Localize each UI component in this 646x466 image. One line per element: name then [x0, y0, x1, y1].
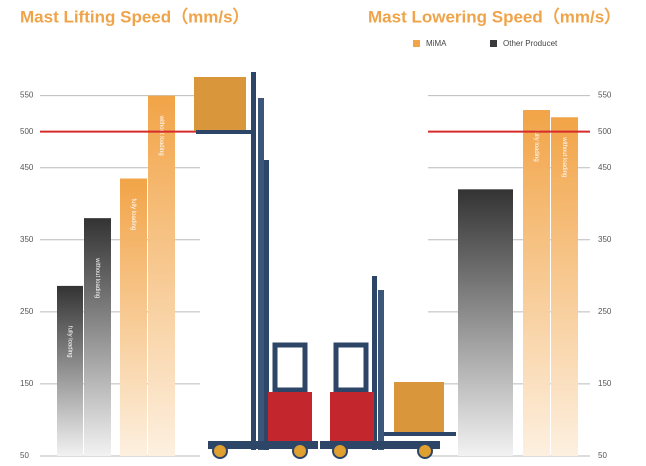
- y-tick-label: 350: [598, 235, 612, 244]
- bar-label: fully loading: [66, 326, 72, 358]
- y-tick-label: 250: [20, 307, 34, 316]
- bar: [523, 110, 550, 457]
- bar: [57, 285, 83, 456]
- forklift-left: [194, 72, 318, 459]
- bar-label: fully loading: [533, 130, 539, 162]
- y-tick-label: 500: [598, 127, 612, 136]
- bar-label: without loading: [561, 136, 567, 177]
- legend-swatch: [413, 40, 420, 47]
- bar: [84, 218, 111, 456]
- y-tick-label: 250: [598, 307, 612, 316]
- y-tick-label: 50: [20, 451, 29, 460]
- chart-title: Mast Lifting Speed（mm/s）: [20, 6, 250, 26]
- y-tick-label: 550: [598, 91, 612, 100]
- legend-swatch: [490, 40, 497, 47]
- chart-title: Mast Lowering Speed（mm/s）: [368, 6, 621, 26]
- y-tick-label: 550: [20, 91, 34, 100]
- forklift-right: [320, 276, 456, 459]
- y-tick-label: 150: [598, 379, 612, 388]
- y-tick-label: 350: [20, 235, 34, 244]
- legend-label: MiMA: [426, 39, 447, 48]
- y-tick-label: 150: [20, 379, 34, 388]
- bar-label: fully loading: [130, 199, 136, 231]
- bar: [458, 189, 513, 457]
- y-tick-label: 450: [598, 163, 612, 172]
- bar: [551, 117, 578, 456]
- y-tick-label: 500: [20, 127, 34, 136]
- bar: [148, 95, 175, 456]
- legend-label: Other Producet: [503, 39, 558, 48]
- bar: [120, 178, 147, 456]
- y-tick-label: 50: [598, 451, 607, 460]
- bar-label: without loading: [158, 115, 164, 156]
- bar-label: without loading: [94, 257, 100, 298]
- y-tick-label: 450: [20, 163, 34, 172]
